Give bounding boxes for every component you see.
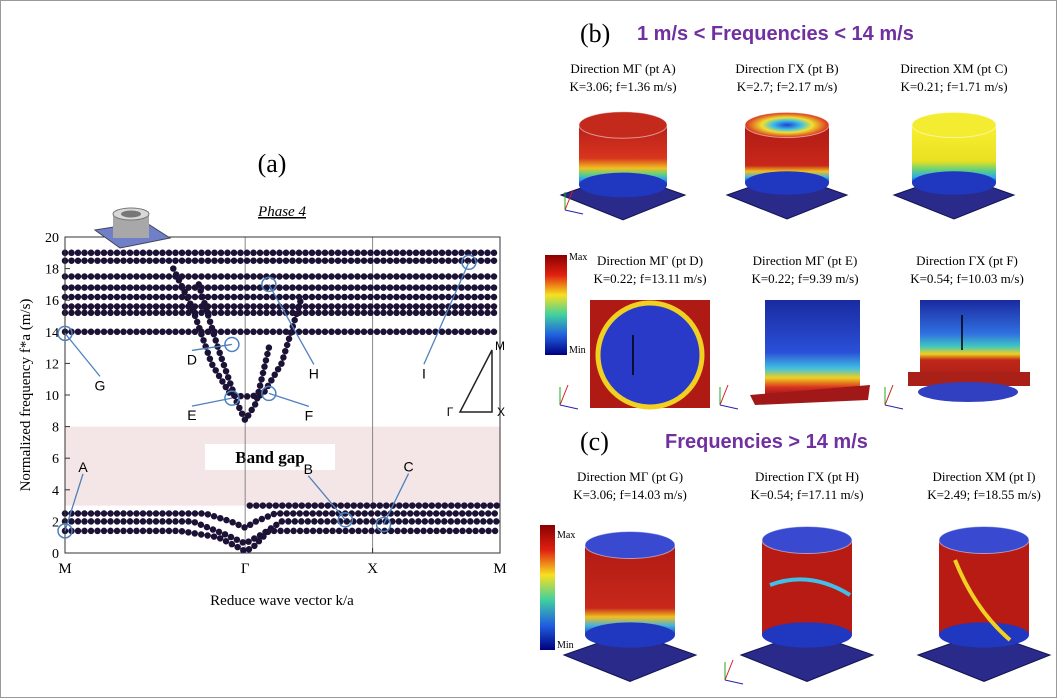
- band-gap-label: Band gap: [235, 448, 304, 467]
- x-tick-label: M: [58, 561, 71, 577]
- panel-label: (c): [580, 427, 609, 456]
- y-tick-label: 10: [45, 389, 59, 404]
- render-cylinder-top: [579, 112, 667, 138]
- inset-label: X: [497, 405, 505, 419]
- render-cylinder-base: [579, 173, 667, 198]
- caption: K=0.22; f=9.39 m/s): [751, 271, 858, 286]
- inset-label: Γ: [447, 405, 454, 419]
- caption: Direction XM (pt C): [900, 61, 1007, 76]
- render-front-disc: [598, 303, 702, 407]
- caption: Direction MΓ (pt E): [753, 253, 858, 268]
- panel-title: 1 m/s < Frequencies < 14 m/s: [637, 23, 914, 45]
- point-label: A: [78, 459, 88, 475]
- colorbar-min: Min: [569, 345, 586, 356]
- caption: K=3.06; f=14.03 m/s): [573, 487, 687, 502]
- y-tick-label: 20: [45, 231, 59, 246]
- y-tick-label: 0: [52, 547, 59, 562]
- x-tick-label: X: [367, 561, 378, 577]
- render-cylinder-top: [939, 527, 1029, 554]
- render-cylinder-base: [912, 171, 996, 195]
- point-label: B: [304, 461, 313, 477]
- y-tick-label: 8: [52, 421, 59, 436]
- render-cylinder-top: [585, 532, 675, 559]
- panel-title: Frequencies > 14 m/s: [665, 431, 868, 453]
- chart-title: (a): [258, 149, 287, 178]
- point-label: H: [309, 365, 319, 381]
- colorbar: [540, 525, 555, 650]
- caption: K=3.06; f=1.36 m/s): [569, 79, 676, 94]
- point-label: F: [305, 407, 314, 423]
- y-tick-label: 18: [45, 263, 59, 278]
- render-cylinder: [939, 540, 1029, 635]
- caption: K=0.54; f=10.03 m/s): [910, 271, 1024, 286]
- inset-label: M: [495, 339, 505, 353]
- colorbar: [545, 255, 567, 355]
- render-cylinder-base: [939, 622, 1029, 647]
- point-label: E: [187, 407, 196, 423]
- x-axis-label: Reduce wave vector k/a: [210, 593, 354, 609]
- y-tick-label: 6: [52, 452, 59, 467]
- caption: Direction MΓ (pt A): [570, 61, 675, 76]
- render-front: [765, 300, 860, 395]
- render-cylinder-top: [745, 112, 829, 137]
- render-cylinder-base: [762, 622, 852, 647]
- panel-label: (b): [580, 19, 610, 48]
- caption: K=0.54; f=17.11 m/s): [750, 487, 863, 502]
- render-base: [918, 382, 1018, 402]
- body: Band gap02468101214161820MΓXMABCDEFGHI(a…: [0, 0, 1057, 698]
- render-cylinder-base: [745, 171, 829, 195]
- x-tick-label: M: [493, 561, 506, 577]
- caption: K=0.22; f=13.11 m/s): [593, 271, 706, 286]
- frame: [1, 1, 1057, 698]
- chart-subtitle: Phase 4: [257, 204, 306, 220]
- caption: K=0.21; f=1.71 m/s): [900, 79, 1007, 94]
- colorbar-min: Min: [557, 640, 574, 651]
- colorbar-max: Max: [557, 530, 575, 541]
- render-cylinder-base: [585, 622, 675, 647]
- point-label: I: [422, 365, 426, 381]
- render-front: [920, 300, 1020, 375]
- caption: Direction MΓ (pt D): [597, 253, 703, 268]
- render-cylinder-top: [762, 527, 852, 554]
- y-tick-label: 16: [45, 294, 59, 309]
- render-cylinder-top: [912, 112, 996, 137]
- unit-cell-hole: [121, 211, 141, 218]
- caption: K=2.49; f=18.55 m/s): [927, 487, 1041, 502]
- caption: Direction ΓX (pt H): [755, 469, 859, 484]
- renders: [560, 112, 1050, 684]
- caption: Direction ΓX (pt B): [735, 61, 838, 76]
- point-label: C: [403, 459, 413, 475]
- caption: Direction XM (pt I): [933, 469, 1036, 484]
- y-tick-label: 14: [45, 326, 59, 341]
- y-axis-label: Normalized frequency f*a (m/s): [18, 299, 34, 492]
- y-tick-label: 4: [52, 484, 59, 499]
- point-label: D: [187, 351, 197, 367]
- figure: Band gap02468101214161820MΓXMABCDEFGHI(a…: [0, 0, 1057, 698]
- y-tick-label: 12: [45, 357, 59, 372]
- colorbar-max: Max: [569, 252, 587, 263]
- page: {"chart_data": {"type": "line", "title":…: [0, 0, 1057, 698]
- caption: K=2.7; f=2.17 m/s): [737, 79, 838, 94]
- point-label: G: [95, 377, 106, 393]
- caption: Direction ΓX (pt F): [916, 253, 1018, 268]
- x-tick-label: Γ: [241, 561, 250, 577]
- caption: Direction MΓ (pt G): [577, 469, 683, 484]
